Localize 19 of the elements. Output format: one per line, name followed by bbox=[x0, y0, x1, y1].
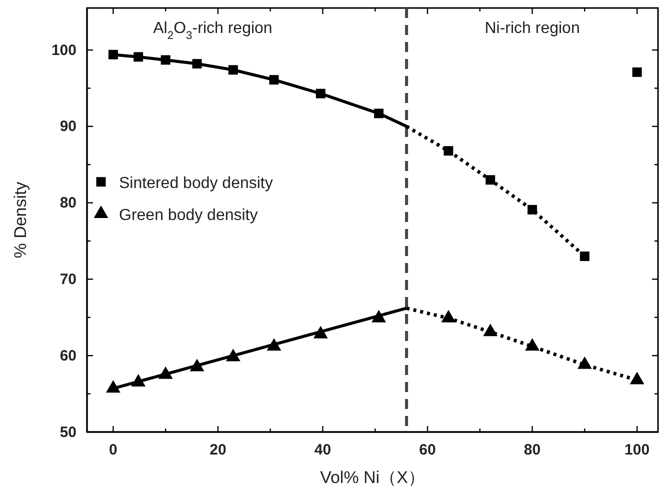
y-tick-label: 60 bbox=[60, 347, 76, 364]
legend-label: Sintered body density bbox=[119, 174, 273, 192]
x-tick-label: 40 bbox=[314, 442, 332, 458]
x-axis-title: Vol% Ni（X） bbox=[320, 468, 425, 487]
x-tick-label: 0 bbox=[109, 442, 118, 458]
annotation: Ni-rich region bbox=[484, 20, 580, 37]
y-tick-label: 70 bbox=[60, 271, 76, 288]
y-tick-label: 100 bbox=[51, 42, 76, 59]
point bbox=[632, 67, 642, 77]
x-tick-label: 100 bbox=[624, 442, 650, 458]
y-tick-label: 50 bbox=[60, 424, 76, 441]
y-tick-label: 90 bbox=[60, 118, 76, 136]
x-tick-label: 80 bbox=[524, 442, 541, 458]
y-axis-title: % Density bbox=[11, 181, 30, 258]
x-tick-label: 20 bbox=[210, 442, 226, 458]
y-tick-label: 80 bbox=[60, 194, 76, 212]
x-tick-label: 60 bbox=[419, 442, 436, 458]
annotation: Al$_{2}$O$_{3}$-rich region bbox=[153, 20, 272, 42]
legend-label: Green body density bbox=[119, 206, 258, 224]
